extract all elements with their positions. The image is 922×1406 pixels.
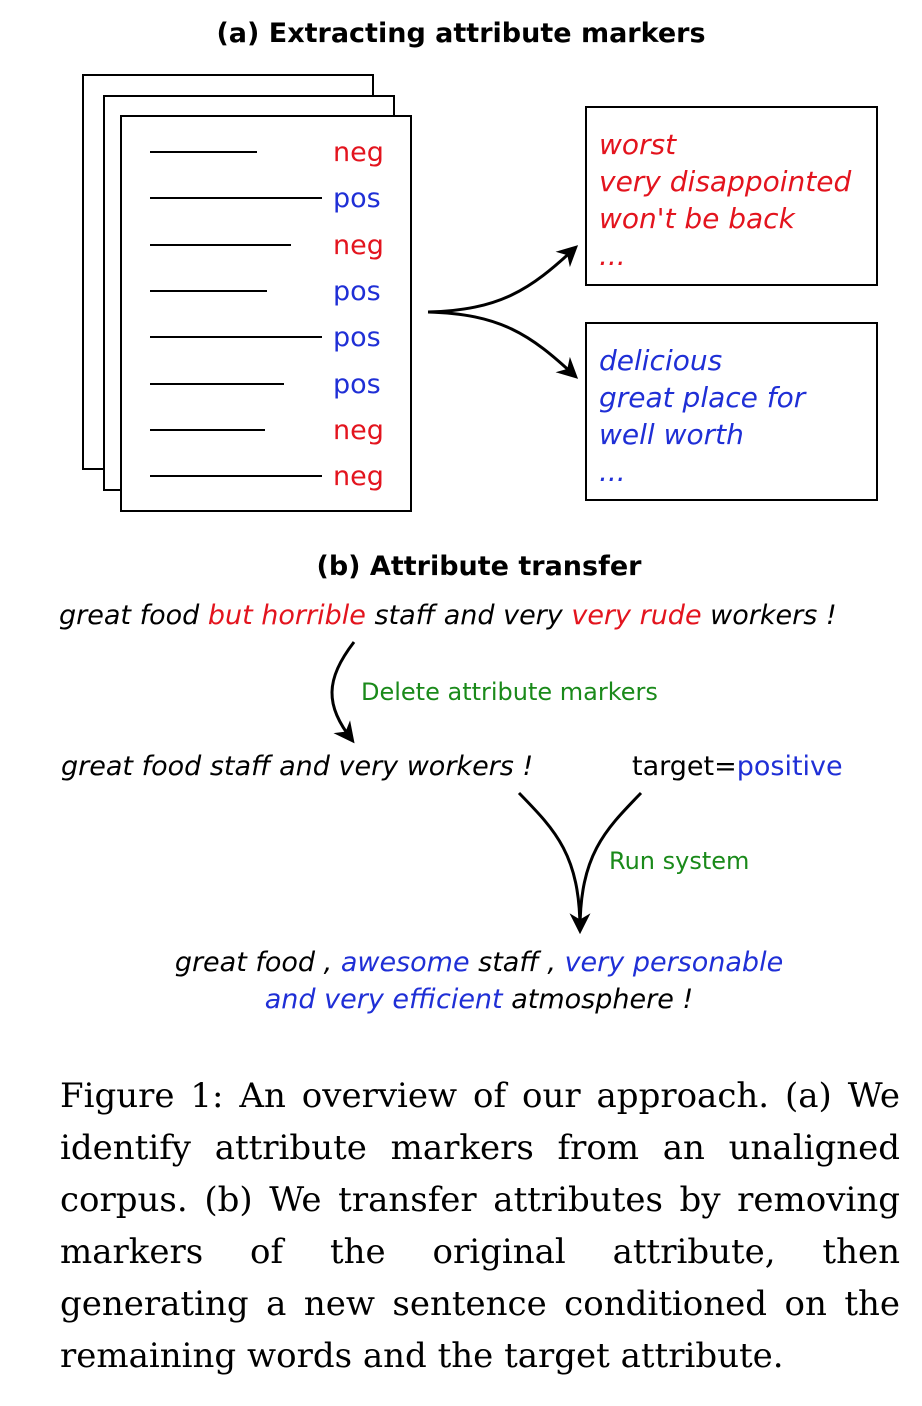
figure-caption: Figure 1: An overview of our approach. (… bbox=[60, 1076, 900, 1376]
neg-marker: ... bbox=[599, 239, 626, 272]
output-marker: and very efficient bbox=[264, 984, 503, 1015]
negative-markers-box: worst very disappointed won't be back ..… bbox=[585, 106, 878, 286]
sentence-placeholder-line bbox=[150, 289, 267, 292]
neg-marker: worst bbox=[599, 128, 677, 161]
corpus-sheet-front: neg pos neg pos pos pos neg neg bbox=[120, 115, 412, 512]
sentiment-label: pos bbox=[333, 183, 381, 215]
sentiment-label: neg bbox=[333, 414, 384, 446]
source-marker: very rude bbox=[571, 600, 702, 631]
neg-marker: won't be back bbox=[599, 202, 795, 235]
sentiment-label: neg bbox=[333, 137, 384, 168]
source-text: workers ! bbox=[701, 600, 837, 631]
source-text: great food bbox=[59, 600, 208, 631]
source-marker: but horrible bbox=[207, 600, 366, 631]
target-value: positive bbox=[736, 751, 843, 782]
neg-marker: very disappointed bbox=[599, 165, 852, 198]
corpus-row: pos bbox=[122, 175, 412, 221]
delete-arrow bbox=[330, 641, 356, 744]
output-text: atmosphere ! bbox=[502, 984, 694, 1015]
corpus-row: pos bbox=[122, 268, 412, 314]
output-text: great food , bbox=[174, 947, 341, 978]
output-text: staff , bbox=[469, 947, 565, 978]
corpus-row: neg bbox=[122, 453, 412, 499]
output-sentence: great food , awesome staff , very person… bbox=[0, 944, 922, 1018]
output-marker: awesome bbox=[340, 947, 470, 978]
sentence-placeholder-line bbox=[150, 382, 284, 385]
sentence-placeholder-line bbox=[150, 243, 291, 246]
pos-marker: well worth bbox=[599, 418, 744, 451]
sentence-placeholder-line bbox=[150, 428, 265, 431]
panel-b-title: (b) Attribute transfer bbox=[316, 551, 642, 582]
merge-arrow-right bbox=[569, 791, 643, 935]
positive-markers-box: delicious great place for well worth ... bbox=[585, 322, 878, 501]
merge-arrow-left bbox=[517, 791, 582, 931]
run-label: Run system bbox=[609, 847, 750, 875]
output-marker: very personable bbox=[564, 947, 784, 978]
sentiment-label: neg bbox=[333, 229, 384, 261]
sentiment-label: pos bbox=[333, 368, 381, 400]
sentiment-label: pos bbox=[333, 275, 381, 307]
split-arrow-down bbox=[427, 310, 579, 379]
sentiment-label: neg bbox=[333, 461, 384, 493]
source-text: staff and very bbox=[365, 600, 572, 631]
sentence-placeholder-line bbox=[150, 197, 322, 200]
sentiment-label: pos bbox=[333, 322, 381, 354]
pos-marker: delicious bbox=[599, 344, 723, 377]
corpus-row: neg bbox=[122, 222, 412, 268]
target-prefix: target= bbox=[632, 751, 737, 782]
pos-marker: ... bbox=[599, 455, 626, 488]
corpus-row: neg bbox=[122, 129, 412, 175]
corpus-row: pos bbox=[122, 314, 412, 360]
sentence-placeholder-line bbox=[150, 336, 322, 339]
sentence-placeholder-line bbox=[150, 475, 322, 478]
target-attribute: target=positive bbox=[632, 751, 843, 782]
source-sentence: great food but horrible staff and very v… bbox=[59, 600, 837, 631]
corpus-row: pos bbox=[122, 361, 412, 407]
panel-a-title: (a) Extracting attribute markers bbox=[216, 18, 706, 49]
pos-marker: great place for bbox=[599, 381, 806, 414]
split-arrow-up bbox=[427, 245, 579, 314]
sentence-placeholder-line bbox=[150, 151, 257, 153]
content-sentence: great food staff and very workers ! bbox=[61, 751, 534, 782]
corpus-row: neg bbox=[122, 407, 412, 453]
delete-label: Delete attribute markers bbox=[361, 678, 658, 706]
